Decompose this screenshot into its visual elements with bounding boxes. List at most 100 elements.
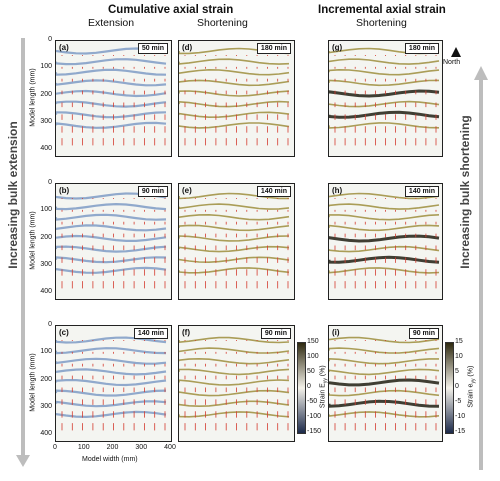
north-label: North [443, 59, 461, 66]
panel-graphic [179, 336, 290, 431]
colorbar-tick-label: -10 [455, 413, 466, 420]
strain-band [56, 111, 167, 119]
strain-band [329, 368, 440, 376]
colorbar-tick-label: -100 [307, 413, 322, 420]
strain-band [56, 224, 167, 232]
y-tick-label: 400 [40, 288, 52, 296]
strain-band [329, 347, 440, 354]
colorbar-tick-label: 5 [455, 368, 459, 375]
strain-band [179, 58, 290, 65]
y-tick-label: 0 [48, 36, 52, 43]
colorbar-tick-label: 50 [307, 368, 315, 375]
ylabel-a: Model length (mm) [29, 68, 37, 127]
panel-h: (h) 140 min [328, 183, 443, 300]
colorbar-incremental [445, 342, 454, 434]
strain-band [56, 68, 167, 76]
time-box: 90 min [260, 328, 291, 339]
time-box: 90 min [408, 328, 439, 339]
strain-band [329, 100, 440, 108]
strain-band [179, 411, 290, 418]
panel-label: (b) [59, 186, 70, 195]
strain-band [329, 357, 439, 365]
panel-b: (b) 90 min [55, 183, 172, 300]
ylabel-c: Model length (mm) [29, 353, 37, 412]
header-col2: Shortening [197, 17, 248, 29]
strain-band [329, 68, 440, 76]
y-tick-label: 100 [40, 63, 52, 71]
colorbar-cumulative-label: Strain Eyy (%) [319, 365, 329, 409]
panel-graphic [56, 192, 167, 289]
strain-band [329, 89, 440, 98]
strain-band [56, 89, 167, 98]
strain-band [329, 378, 440, 387]
colorbar-incremental-label: Strain eyy (%) [467, 365, 477, 408]
panel-graphic [329, 192, 440, 289]
strain-band [329, 234, 440, 243]
strain-band [56, 245, 167, 253]
y-tick-label: 100 [40, 206, 52, 214]
colorbar-tick-label: -150 [307, 428, 322, 435]
y-tick-label: 100 [40, 348, 52, 356]
colorbar-tick-label: 150 [307, 338, 319, 345]
strain-band [329, 192, 440, 200]
x-tick-label: 200 [106, 444, 119, 451]
strain-band [179, 192, 289, 200]
y-tick-label: 400 [40, 430, 52, 438]
strain-band [329, 79, 440, 87]
side-label-left: Increasing bulk extension [6, 121, 20, 269]
strain-band [329, 399, 440, 408]
strain-band [179, 100, 290, 108]
colorbar-tick-label: -15 [455, 428, 466, 435]
panel-label: (h) [332, 186, 343, 195]
time-box: 90 min [137, 186, 168, 197]
y-tick-label: 0 [48, 179, 52, 186]
strain-band [329, 58, 440, 65]
ylabel-b: Model length (mm) [29, 211, 37, 270]
strain-band [329, 224, 440, 232]
panel-graphic [179, 47, 290, 146]
panel-graphic [329, 336, 440, 431]
colorbar-tick-label: -50 [307, 398, 318, 405]
colorbar-cumulative [297, 342, 306, 434]
header-col3: Shortening [356, 17, 407, 29]
time-box: 50 min [137, 43, 168, 54]
panel-label: (a) [59, 43, 69, 52]
strain-band [329, 267, 440, 274]
panel-label: (e) [182, 186, 192, 195]
right-arrow-head [474, 66, 488, 80]
x-tick-label: 300 [135, 444, 148, 451]
panel-label: (g) [332, 43, 343, 52]
strain-band [179, 267, 290, 274]
y-tick-label: 200 [40, 90, 52, 98]
strain-band [56, 79, 167, 87]
y-tick-label: 300 [40, 402, 52, 410]
colorbar-tick-label: 0 [307, 383, 311, 390]
panel-e: (e) 140 min [178, 183, 295, 300]
strain-band [179, 389, 290, 397]
panel-label: (c) [59, 328, 69, 337]
xlabel: Model width (mm) [82, 456, 138, 463]
strain-band [56, 234, 167, 242]
strain-band [179, 90, 290, 97]
time-box: 140 min [404, 186, 439, 197]
strain-band [179, 235, 290, 242]
strain-band [56, 368, 167, 376]
strain-band [56, 347, 167, 355]
strain-band [56, 357, 167, 365]
y-tick-label: 200 [40, 375, 52, 383]
strain-band [179, 400, 290, 408]
strain-band [56, 336, 167, 344]
strain-band [179, 347, 290, 354]
north-arrow-icon [451, 47, 461, 57]
strain-band [179, 368, 290, 376]
panel-c: (c) 140 min [55, 325, 172, 442]
strain-band [179, 68, 290, 76]
strain-band [329, 411, 440, 418]
panel-label: (i) [332, 328, 340, 337]
panel-graphic [179, 192, 290, 289]
strain-band [56, 100, 167, 108]
strain-band [179, 336, 290, 344]
panel-d: (d) 180 min [178, 40, 295, 157]
y-tick-label: 200 [40, 233, 52, 241]
strain-band [329, 336, 440, 344]
